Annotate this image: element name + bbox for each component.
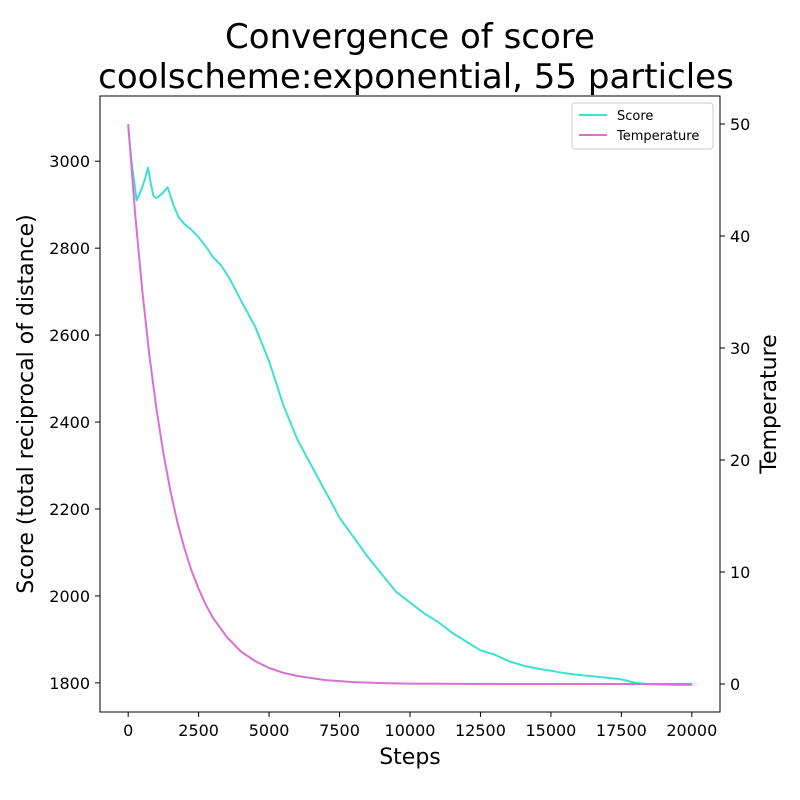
left-y-tick-label: 2200: [49, 500, 90, 519]
x-tick-label: 17500: [596, 721, 647, 740]
score-series-line: [127, 126, 692, 686]
series-layer: [127, 123, 692, 686]
right-y-axis: 0 10 20 30 40 50: [720, 115, 750, 694]
left-y-tick-label: 1800: [49, 674, 90, 693]
right-y-tick-label: 40: [730, 227, 750, 246]
right-y-tick-label: 0: [730, 675, 740, 694]
left-y-tick-label: 2600: [49, 326, 90, 345]
right-y-tick-label: 50: [730, 115, 750, 134]
left-y-tick-label: 2000: [49, 587, 90, 606]
left-y-tick-label: 3000: [49, 152, 90, 171]
legend-temperature-label: Temperature: [616, 129, 699, 144]
x-tick-label: 7500: [319, 721, 360, 740]
x-axis: 0 2500 5000 7500 10000 12500 15000 17500 20000: [123, 712, 717, 740]
x-tick-label: 10000: [385, 721, 436, 740]
x-tick-label: 5000: [249, 721, 290, 740]
chart-title: Convergence of score: [225, 17, 595, 57]
chart-subtitle: coolscheme:exponential, 55 particles: [98, 57, 734, 97]
x-tick-label: 12500: [455, 721, 506, 740]
x-tick-label: 0: [123, 721, 133, 740]
right-y-tick-label: 30: [730, 339, 750, 358]
legend: Score Temperature: [571, 102, 714, 150]
left-y-tick-label: 2400: [49, 413, 90, 432]
x-tick-label: 20000: [666, 721, 717, 740]
x-tick-label: 15000: [525, 721, 576, 740]
left-y-axis-label: Score (total reciprocal of distance): [14, 214, 39, 593]
legend-score-label: Score: [617, 109, 653, 124]
legend-box: [571, 102, 714, 150]
temperature-series-line: [127, 123, 692, 685]
right-y-tick-label: 20: [730, 451, 750, 470]
x-axis-label: Steps: [379, 745, 441, 770]
left-y-tick-label: 2800: [49, 239, 90, 258]
x-tick-label: 2500: [178, 721, 219, 740]
right-y-axis-label: Temperature: [757, 334, 782, 474]
left-y-axis: 1800 2000 2200 2400 2600 2800 3000: [49, 152, 100, 693]
right-y-tick-label: 10: [730, 563, 750, 582]
